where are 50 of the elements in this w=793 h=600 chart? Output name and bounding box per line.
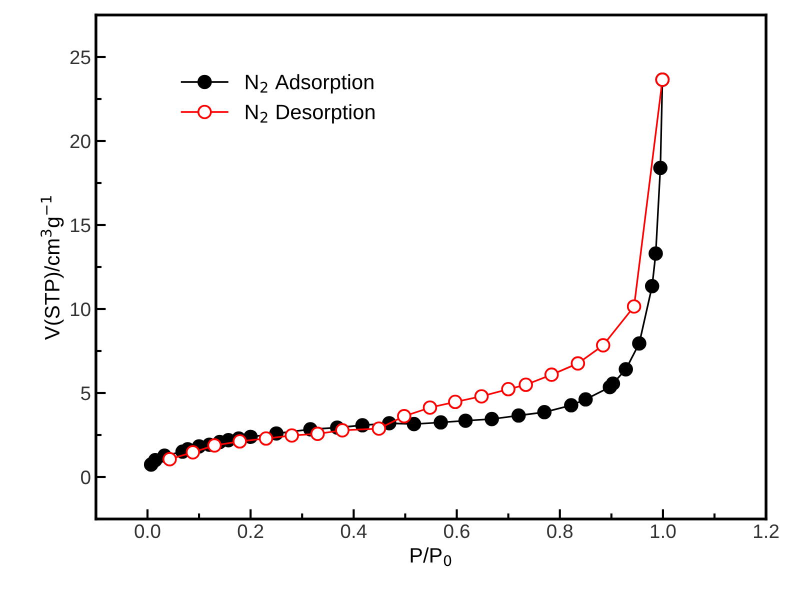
point: [310, 426, 325, 441]
point: [372, 421, 386, 436]
x-tick-label: 1.0: [650, 524, 676, 538]
point: [186, 445, 200, 460]
point: [632, 336, 646, 351]
point: [474, 389, 489, 404]
x-axis-title: P/P$_{0}$: [410, 547, 452, 566]
x-tick-label: 0.8: [547, 524, 573, 538]
point: [606, 376, 620, 391]
point: [626, 299, 642, 314]
y-tick-label: 25: [70, 50, 90, 64]
point: [564, 398, 578, 412]
point: [284, 428, 299, 443]
x-tick-label: 1.2: [754, 524, 779, 538]
x-tick-label: 0.6: [444, 524, 470, 538]
point: [537, 404, 552, 420]
point: [644, 278, 660, 294]
point: [648, 246, 663, 261]
point: [518, 378, 533, 392]
point: [511, 408, 526, 423]
y-tick-label: 10: [70, 302, 90, 316]
point: [653, 160, 668, 176]
point: [448, 394, 462, 410]
y-tick-label: 0: [81, 470, 90, 484]
point: [162, 452, 177, 466]
y-axis-title: V(STP)/cm$^{3}$g$^{−1}$: [40, 196, 64, 340]
x-tick-label: 0.2: [238, 524, 264, 538]
y-tick-label: 15: [70, 218, 90, 232]
legend-label: N$_{2}$ Desorption: [246, 104, 374, 124]
y-tick-label: 5: [81, 386, 90, 400]
point: [578, 392, 593, 407]
point: [618, 362, 633, 376]
y-tick-label: 20: [70, 134, 90, 148]
point: [232, 434, 247, 449]
legend-label: N$_{2}$ Adsorption: [246, 74, 374, 94]
x-tick-label: 0.0: [134, 524, 160, 538]
x-tick-label: 0.4: [340, 524, 367, 538]
point: [406, 416, 422, 432]
point: [258, 431, 274, 446]
point: [544, 368, 559, 382]
point: [335, 423, 350, 438]
point: [397, 409, 412, 424]
point: [501, 382, 516, 396]
point: [207, 438, 222, 453]
point: [484, 412, 499, 426]
point: [596, 338, 610, 352]
point: [458, 414, 473, 428]
point: [422, 400, 438, 415]
point: [434, 415, 448, 430]
point: [570, 356, 586, 371]
